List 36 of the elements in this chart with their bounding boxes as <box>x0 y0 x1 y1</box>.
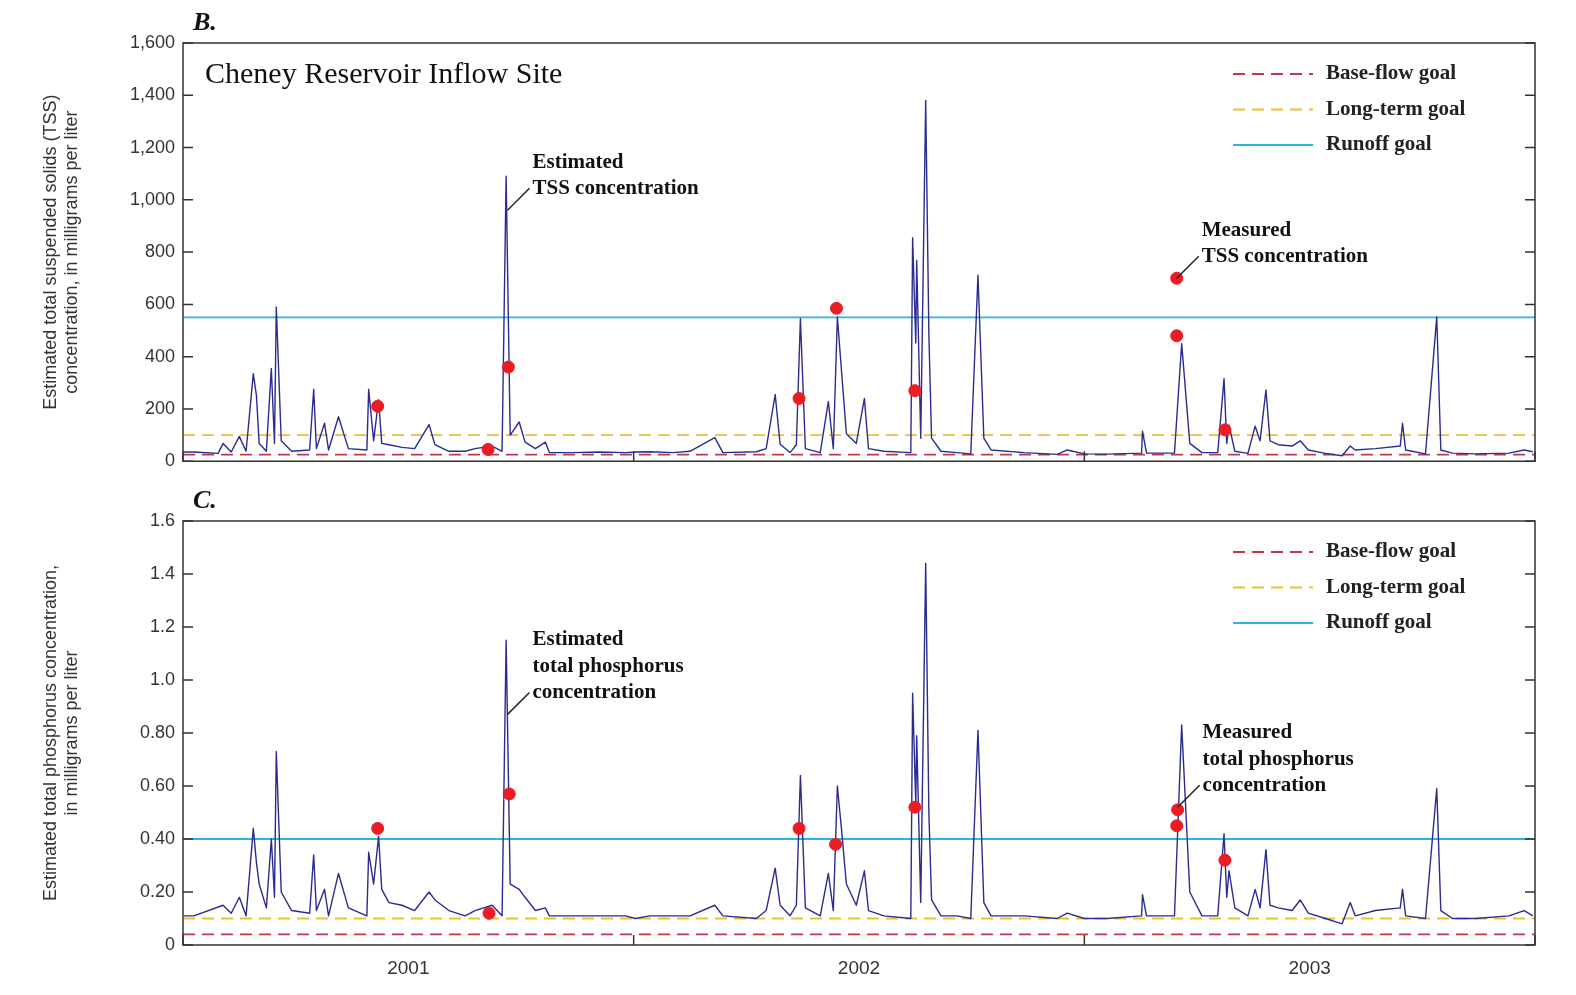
y-axis-title: Estimated total suspended solids (TSS) concentration, in milligrams per liter <box>39 94 82 410</box>
annotation: Measured total phosphorus concentration <box>1202 719 1354 797</box>
y-tick-label: 0 <box>164 450 175 471</box>
text: C. <box>193 485 217 514</box>
y-tick-label: 0.60 <box>139 774 175 795</box>
x-tick-label: 2001 <box>387 956 430 978</box>
annotation: Estimated total phosphorus concentration <box>532 626 684 704</box>
y-tick-label: 800 <box>144 241 175 262</box>
legend-label: Runoff goal <box>1326 609 1432 634</box>
y-tick-label: 1,000 <box>129 188 175 209</box>
y-tick-label: 1.4 <box>149 562 175 583</box>
y-tick-label: 200 <box>144 397 175 418</box>
y-tick-label: 0.40 <box>139 827 175 848</box>
legend-label: Long-term goal <box>1326 573 1466 598</box>
y-tick-label: 1.2 <box>149 615 175 636</box>
y-tick-label: 0.80 <box>139 721 175 742</box>
y-tick-label: 600 <box>144 293 175 314</box>
annotation: Estimated TSS concentration <box>532 148 700 200</box>
x-tick-label: 2003 <box>1288 956 1331 978</box>
y-tick-label: 1.6 <box>149 509 175 530</box>
legend-label: Base-flow goal <box>1326 538 1457 563</box>
text: B. <box>192 7 217 36</box>
y-tick-label: 1,600 <box>129 31 175 52</box>
y-tick-label: 1,400 <box>129 84 175 105</box>
annotation: Cheney Reservoir Inflow Site <box>205 56 563 89</box>
legend-label: Runoff goal <box>1326 131 1432 156</box>
legend-label: Long-term goal <box>1326 95 1466 120</box>
annotation: Measured TSS concentration <box>1201 216 1369 268</box>
legend-label: Base-flow goal <box>1326 60 1457 85</box>
y-tick-label: 400 <box>144 345 175 366</box>
y-tick-label: 1,200 <box>129 136 175 157</box>
y-tick-label: 0.20 <box>139 880 175 901</box>
y-axis-title: Estimated total phosphorus concentration, in milligrams per liter <box>39 564 82 902</box>
x-tick-label: 2002 <box>837 956 881 978</box>
y-tick-label: 0 <box>164 933 175 954</box>
y-tick-label: 1.0 <box>149 668 175 689</box>
